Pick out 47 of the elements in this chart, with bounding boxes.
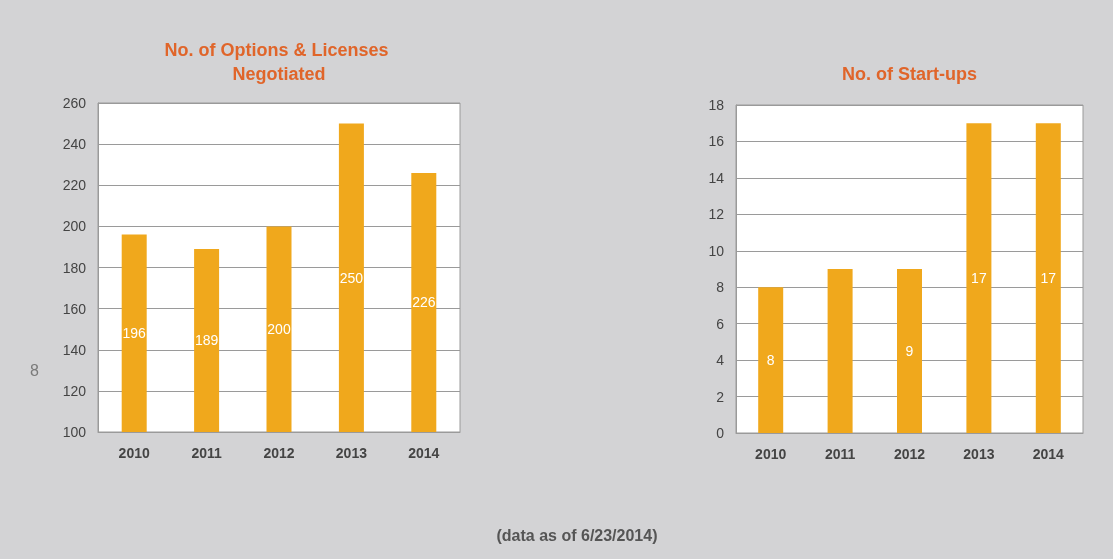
data-label: 200 bbox=[267, 321, 291, 338]
bar bbox=[758, 287, 784, 433]
data-label: 17 bbox=[971, 270, 987, 287]
y-tick-label: 10 bbox=[708, 242, 725, 259]
x-tick-label: 2014 bbox=[1032, 446, 1065, 462]
y-tick-label: 12 bbox=[708, 206, 725, 223]
y-tick-label: 140 bbox=[62, 341, 87, 358]
data-label: 9 bbox=[905, 343, 914, 359]
y-tick-label: 200 bbox=[62, 218, 87, 235]
bar bbox=[966, 123, 992, 433]
text: (data as of 6/23/2014) bbox=[496, 527, 658, 545]
x-tick-label: 2012 bbox=[263, 445, 295, 461]
y-tick-label: 220 bbox=[62, 177, 87, 194]
x-tick-label: 2014 bbox=[408, 445, 440, 461]
y-tick-label: 100 bbox=[62, 424, 87, 440]
y-tick-label: 0 bbox=[716, 425, 725, 441]
data-label: 8 bbox=[766, 352, 775, 369]
y-tick-label: 16 bbox=[708, 133, 725, 150]
y-tick-label: 2 bbox=[716, 388, 725, 405]
y-tick-label: 120 bbox=[62, 382, 87, 399]
data-label: 226 bbox=[412, 294, 436, 311]
y-tick-label: 8 bbox=[716, 279, 725, 296]
x-tick-label: 2013 bbox=[335, 445, 368, 461]
x-tick-label: 2011 bbox=[191, 445, 222, 461]
data-label: 196 bbox=[122, 325, 147, 342]
y-tick-label: 18 bbox=[708, 97, 725, 113]
x-tick-label: 2011 bbox=[824, 446, 856, 462]
x-tick-label: 2013 bbox=[963, 446, 995, 462]
y-tick-label: 260 bbox=[62, 95, 87, 111]
y-tick-label: 160 bbox=[62, 300, 87, 317]
data-label: 250 bbox=[339, 269, 364, 286]
y-tick-label: 240 bbox=[62, 136, 87, 153]
x-tick-label: 2012 bbox=[893, 446, 926, 462]
chart-title: No. of Options & Licenses Negotiated bbox=[164, 40, 394, 84]
data-label: 17 bbox=[1040, 270, 1057, 287]
x-tick-label: 2010 bbox=[755, 446, 787, 462]
bar bbox=[827, 269, 853, 433]
y-tick-label: 4 bbox=[716, 352, 725, 369]
y-tick-label: 6 bbox=[716, 315, 725, 332]
x-tick-label: 2010 bbox=[118, 445, 150, 461]
data-label: 189 bbox=[194, 332, 219, 349]
bar bbox=[1035, 123, 1061, 433]
text: 8 bbox=[30, 362, 39, 380]
chart-title: No. of Start-ups bbox=[842, 64, 977, 84]
bar bbox=[897, 269, 922, 433]
y-tick-label: 14 bbox=[708, 169, 725, 186]
y-tick-label: 180 bbox=[62, 259, 87, 276]
